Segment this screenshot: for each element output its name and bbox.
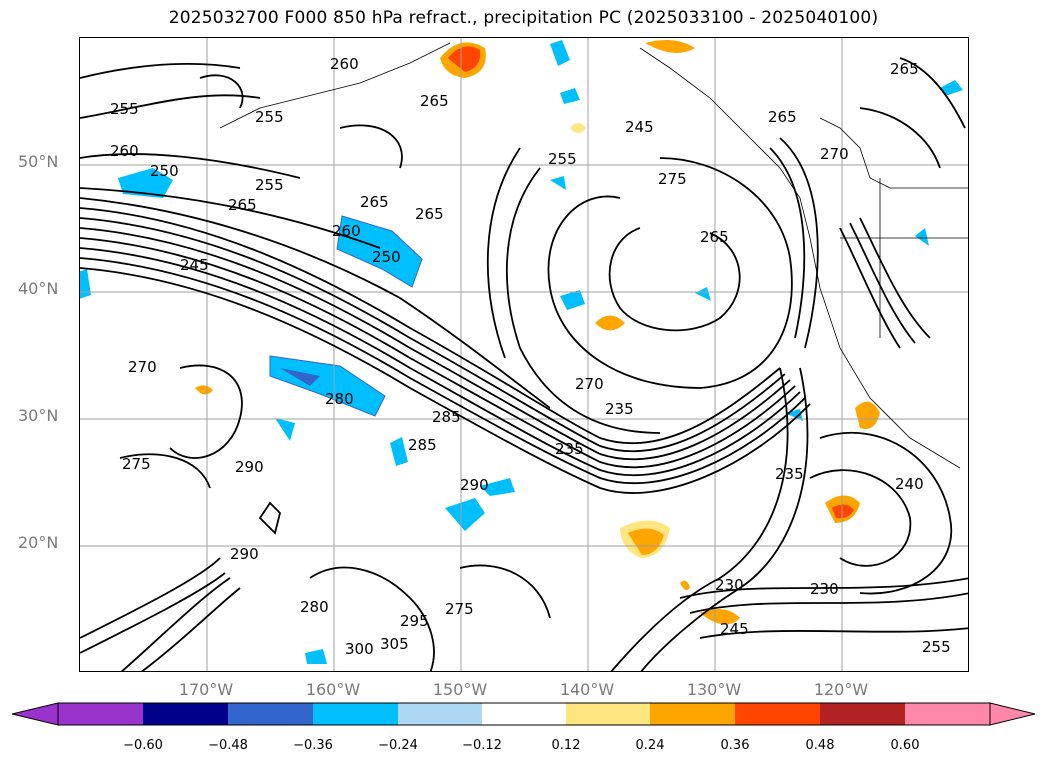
contour-label: 230 [715,576,744,594]
lon-label-130w: 130°W [686,680,742,699]
negative-anomaly-patches [80,40,963,664]
contour-label: 245 [625,118,654,136]
map-canvas [80,38,968,671]
map-title: 2025032700 F000 850 hPa refract., precip… [168,8,879,28]
contour-label: 290 [460,476,489,494]
lon-label-170w: 170°W [178,680,234,699]
contour-label: 245 [720,620,749,638]
colorbar-extend-high [989,702,1036,726]
colorbar-segment [313,703,398,725]
contour-label: 270 [128,358,157,376]
contour-label: 230 [810,580,839,598]
colorbar-tick: −0.12 [462,738,502,753]
contour-label: 235 [775,465,804,483]
colorbar-tick: −0.48 [208,738,248,753]
lat-label-20n: 20°N [18,533,59,552]
colorbar-segment [905,703,990,725]
colorbar-tick: −0.60 [123,738,163,753]
contour-label: 235 [605,400,634,418]
refractivity-contours [80,57,968,671]
contour-label: 265 [420,92,449,110]
contour-label: 265 [228,196,257,214]
colorbar-segment [650,703,735,725]
contour-label: 285 [432,408,461,426]
lat-label-50n: 50°N [18,152,59,171]
colorbar-tick: −0.36 [293,738,333,753]
contour-label: 245 [180,256,209,274]
contour-label: 275 [445,600,474,618]
contour-label: 235 [555,440,584,458]
lon-label-120w: 120°W [813,680,869,699]
colorbar-segment [228,703,313,725]
colorbar-frame [57,702,991,726]
colorbar-tick: 0.12 [551,738,581,753]
contour-label: 270 [575,375,604,393]
colorbar-tick: −0.24 [378,738,418,753]
contour-label: 280 [325,390,354,408]
contour-label: 255 [548,150,577,168]
contour-label: 300 [345,640,374,658]
contour-label: 305 [380,635,409,653]
contour-label: 265 [415,205,444,223]
contour-label: 265 [700,228,729,246]
lon-label-150w: 150°W [432,680,488,699]
contour-label: 280 [300,598,329,616]
colorbar-segment [735,703,820,725]
colorbar-tick: 0.24 [635,738,665,753]
lon-label-160w: 160°W [305,680,361,699]
contour-label: 250 [372,248,401,266]
colorbar-segment [566,703,650,725]
contour-label: 275 [658,170,687,188]
contour-label: 290 [230,545,259,563]
contour-label: 265 [360,193,389,211]
contour-label: 260 [332,222,361,240]
contour-label: 260 [330,55,359,73]
contour-label: 265 [890,60,919,78]
contour-label: 295 [400,612,429,630]
contour-label: 250 [150,162,179,180]
colorbar-segment [58,703,143,725]
colorbar-segment [820,703,905,725]
lat-label-40n: 40°N [18,279,59,298]
contour-label: 260 [110,142,139,160]
colorbar-tick: 0.48 [805,738,835,753]
colorbar-tick: 0.60 [890,738,920,753]
lat-label-30n: 30°N [18,406,59,425]
contour-label: 285 [408,436,437,454]
colorbar [11,702,1036,726]
contour-label: 255 [255,108,284,126]
contour-label: 255 [255,176,284,194]
colorbar-segment [482,703,566,725]
contour-label: 240 [895,475,924,493]
contour-label: 255 [110,100,139,118]
colorbar-tick: 0.36 [720,738,750,753]
colorbar-segment [398,703,482,725]
colorbar-extend-low [11,702,59,726]
contour-label: 255 [922,638,951,656]
contour-label: 265 [768,108,797,126]
positive-anomaly-patches [195,39,880,625]
colorbar-segment [143,703,228,725]
lon-label-140w: 140°W [559,680,615,699]
contour-label: 290 [235,458,264,476]
map-panel [79,37,969,672]
contour-label: 270 [820,145,849,163]
contour-label: 275 [122,455,151,473]
